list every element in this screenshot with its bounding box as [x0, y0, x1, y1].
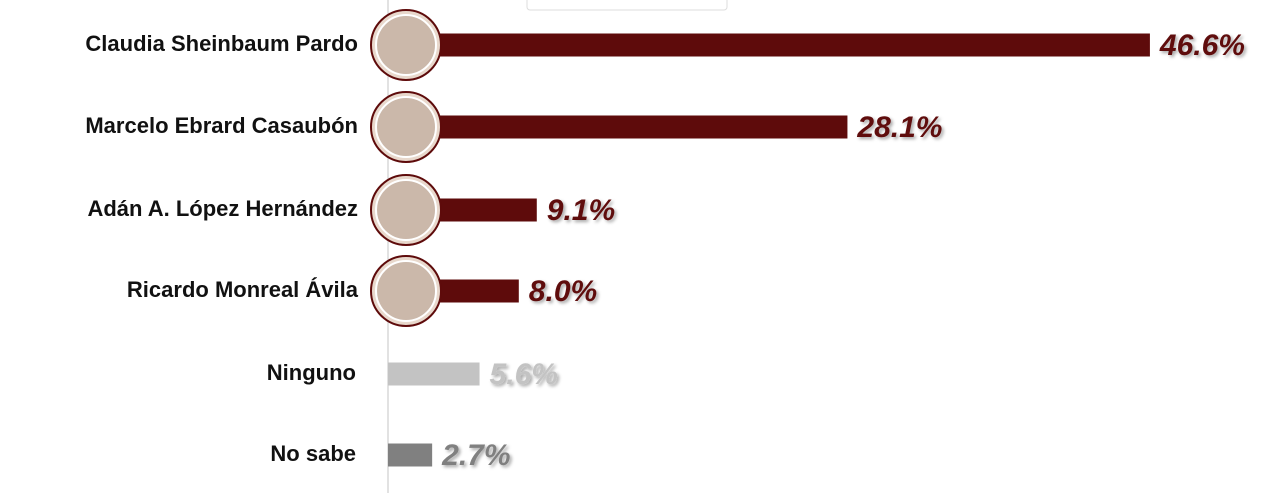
category-label: Marcelo Ebrard Casaubón: [85, 113, 358, 138]
avatar-inner: [375, 14, 437, 76]
avatar-inner: [375, 179, 437, 241]
category-label: Ninguno: [267, 360, 356, 385]
avatar-inner: [375, 260, 437, 322]
bar: [388, 33, 1150, 57]
value-label: 5.6%: [490, 358, 558, 391]
value-label: 28.1%: [856, 111, 942, 144]
avatar-inner: [375, 96, 437, 158]
category-label: Adán A. López Hernández: [87, 196, 358, 221]
bar: [388, 443, 433, 467]
value-label: 8.0%: [529, 275, 597, 308]
category-label: Ricardo Monreal Ávila: [127, 277, 359, 302]
bar: [388, 115, 848, 139]
category-label: No sabe: [270, 441, 356, 466]
bar: [388, 362, 480, 386]
value-label: 9.1%: [547, 194, 615, 227]
value-label: 2.7%: [441, 439, 510, 472]
header-box: [526, 0, 728, 11]
value-label: 46.6%: [1159, 29, 1245, 62]
category-label: Claudia Sheinbaum Pardo: [85, 31, 358, 56]
